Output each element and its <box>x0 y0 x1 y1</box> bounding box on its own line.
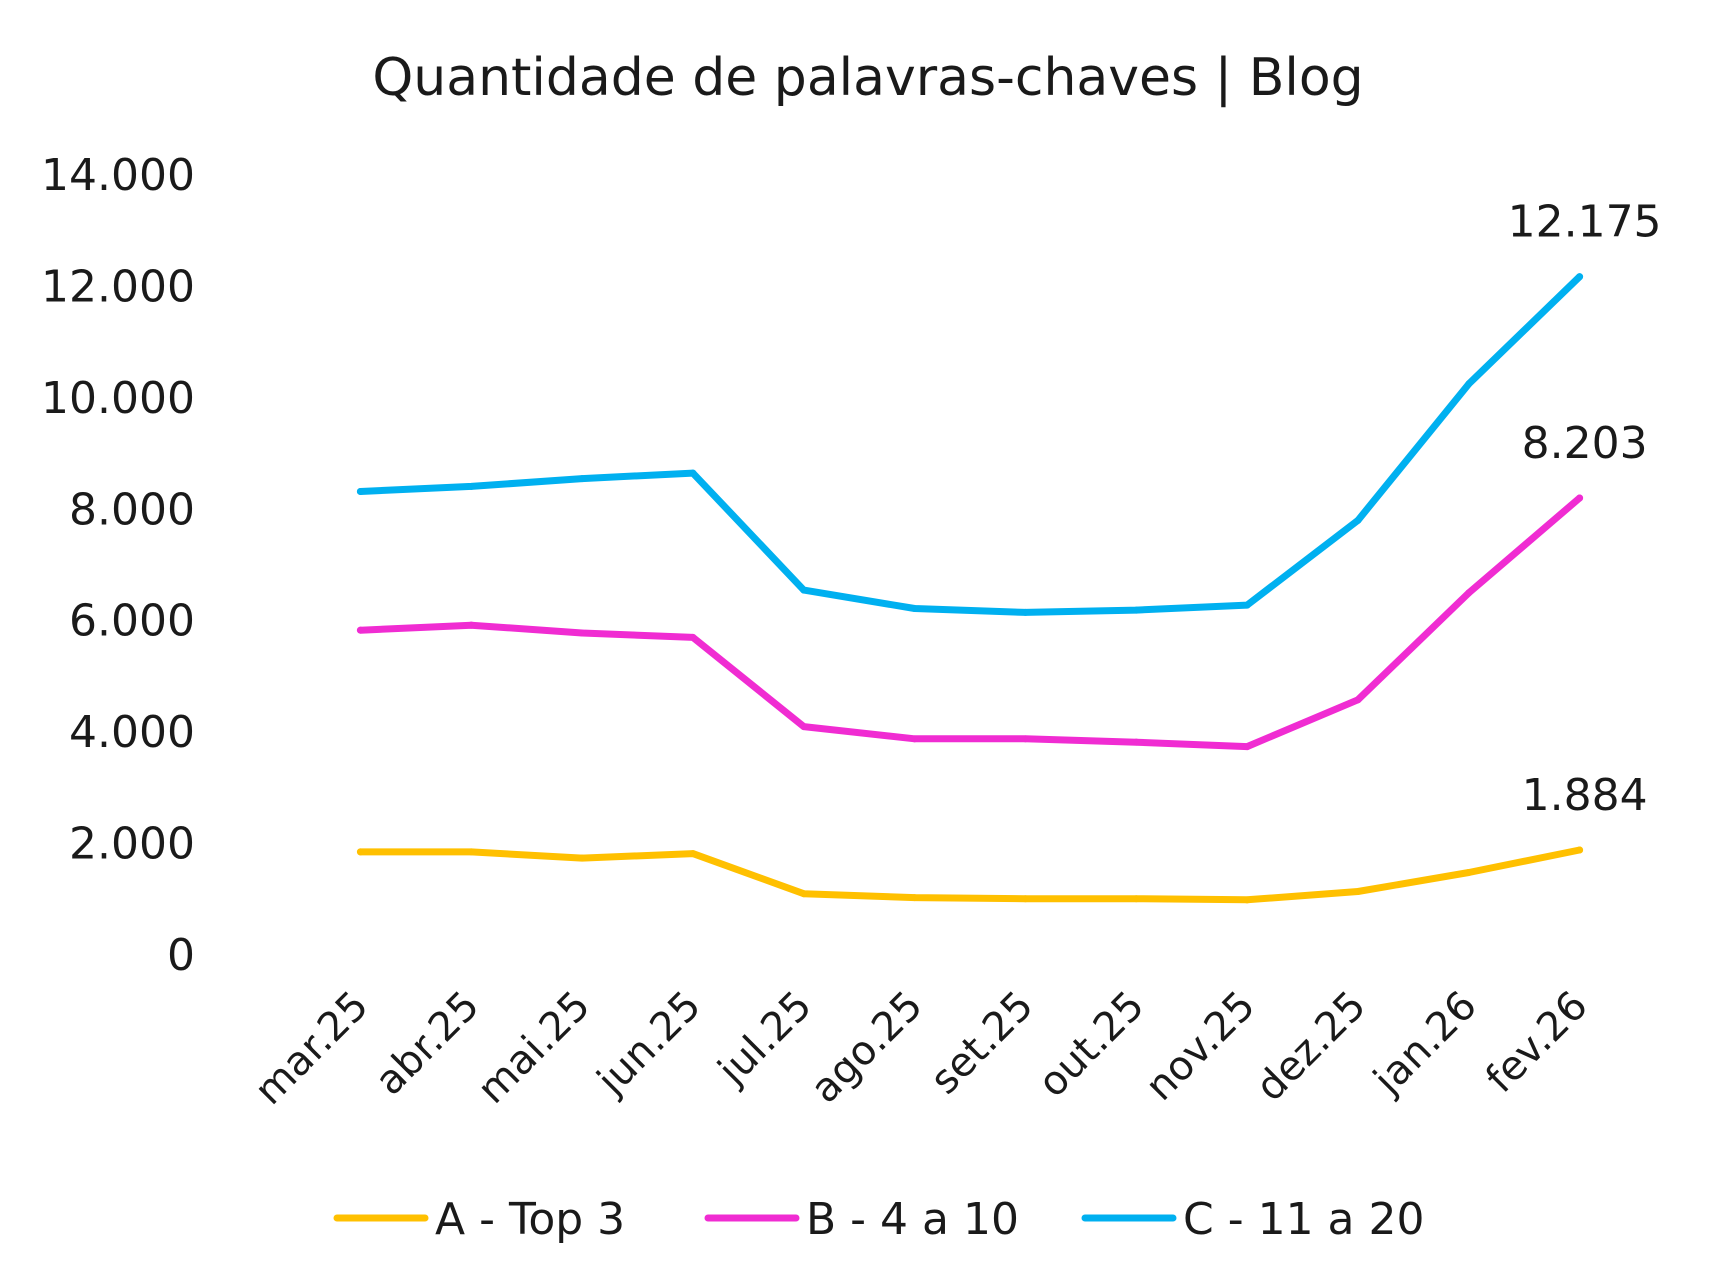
data-point <box>1132 606 1140 614</box>
y-tick-label: 12.000 <box>41 261 195 312</box>
y-tick-label: 10.000 <box>41 373 195 424</box>
data-point <box>911 735 919 743</box>
data-point <box>1354 887 1362 895</box>
data-point <box>1021 735 1029 743</box>
data-point <box>1465 869 1473 877</box>
x-tick-label: abr.25 <box>366 983 488 1105</box>
y-tick-label: 8.000 <box>69 484 195 535</box>
series-line-2 <box>356 494 1584 751</box>
series-line-1 <box>356 846 1584 904</box>
data-label: 1.884 <box>1522 770 1648 821</box>
data-point <box>1576 846 1584 854</box>
x-tick-label: mar.25 <box>246 983 377 1114</box>
data-point <box>467 482 475 490</box>
data-point <box>911 604 919 612</box>
data-point <box>800 723 808 731</box>
x-tick-label: mai.25 <box>469 983 599 1113</box>
y-tick-label: 0 <box>167 930 195 981</box>
data-point <box>356 626 364 634</box>
x-tick-label: ago.25 <box>802 983 932 1113</box>
x-tick-label: dez.25 <box>1247 983 1375 1111</box>
data-point <box>1243 896 1251 904</box>
data-label: 8.203 <box>1522 418 1648 469</box>
data-point <box>356 848 364 856</box>
data-labels: 1.884 8.203 12.175 <box>1508 197 1662 821</box>
data-point <box>1243 743 1251 751</box>
chart-title: Quantidade de palavras-chaves | Blog <box>372 48 1363 108</box>
x-tick-label: set.25 <box>922 983 1043 1104</box>
y-tick-label: 2.000 <box>69 819 195 870</box>
data-point <box>1576 494 1584 502</box>
data-point <box>1465 589 1473 597</box>
legend-label: B - 4 a 10 <box>806 1194 1019 1245</box>
data-point <box>1021 895 1029 903</box>
data-point <box>1132 895 1140 903</box>
data-point <box>1576 273 1584 281</box>
data-point <box>1243 601 1251 609</box>
y-tick-label: 4.000 <box>69 707 195 758</box>
data-point <box>1465 380 1473 388</box>
y-tick-label: 6.000 <box>69 596 195 647</box>
data-point <box>689 633 697 641</box>
legend: A - Top 3 B - 4 a 10 C - 11 a 20 <box>333 1194 1424 1245</box>
data-label: 12.175 <box>1508 197 1662 248</box>
data-point <box>911 894 919 902</box>
y-axis: 0 2.000 4.000 6.000 8.000 10.000 12.000 14.000 <box>41 150 195 981</box>
data-point <box>800 890 808 898</box>
series-line-3 <box>356 273 1584 616</box>
x-tick-label: fev.26 <box>1477 983 1596 1102</box>
data-point <box>689 469 697 477</box>
data-point <box>356 487 364 495</box>
legend-label: C - 11 a 20 <box>1183 1194 1424 1245</box>
data-point <box>1021 608 1029 616</box>
data-point <box>578 629 586 637</box>
data-point <box>689 850 697 858</box>
data-point <box>1354 516 1362 524</box>
x-tick-label: out.25 <box>1029 983 1153 1107</box>
x-tick-label: jan.26 <box>1364 983 1485 1104</box>
x-tick-label: jun.25 <box>588 983 710 1105</box>
legend-label: A - Top 3 <box>435 1194 625 1245</box>
data-point <box>800 586 808 594</box>
data-point <box>467 621 475 629</box>
x-tick-label: nov.25 <box>1137 983 1264 1110</box>
data-point <box>1354 696 1362 704</box>
y-tick-label: 14.000 <box>41 150 195 201</box>
series-layer <box>356 273 1584 904</box>
data-point <box>1132 738 1140 746</box>
data-point <box>578 475 586 483</box>
data-point <box>467 848 475 856</box>
data-point <box>578 854 586 862</box>
